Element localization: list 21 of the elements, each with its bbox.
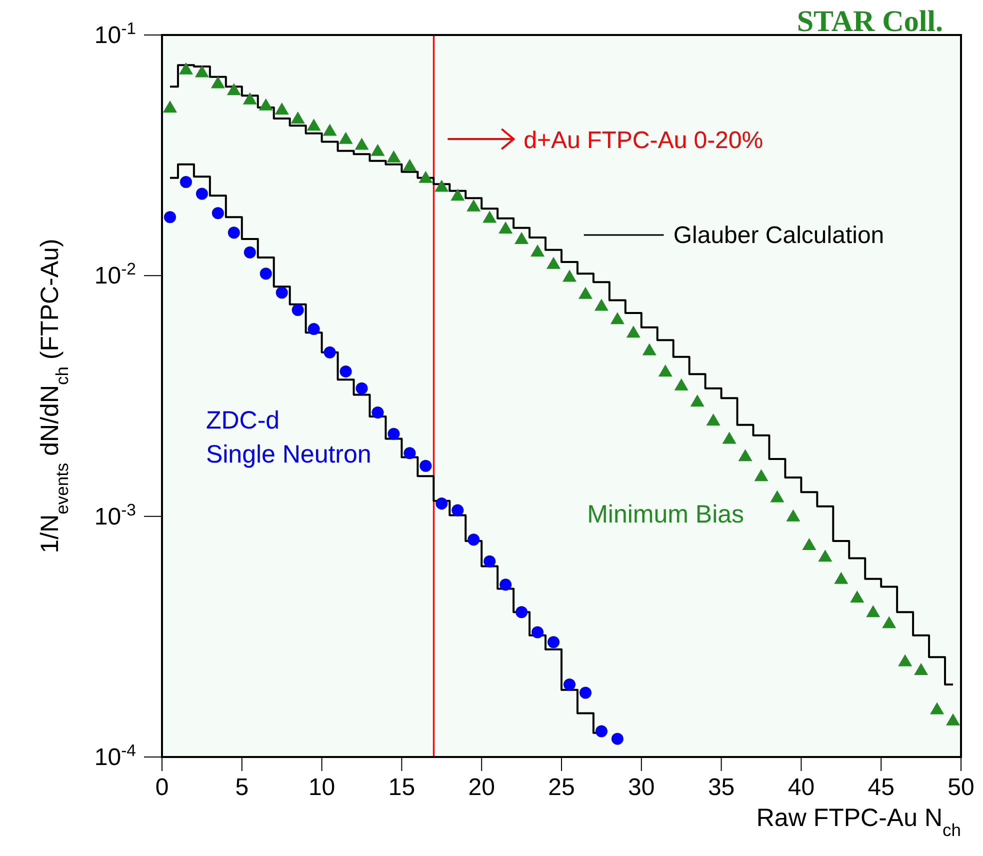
ref-line-label: d+Au FTPC-Au 0-20% bbox=[524, 127, 764, 154]
y-tick-label: 10$^{-3}$ bbox=[94, 500, 136, 530]
x-tick-label: 40 bbox=[788, 774, 815, 801]
x-tick-label: 45 bbox=[868, 774, 894, 801]
chart-title: STAR Coll. bbox=[796, 5, 943, 38]
annotation: Glauber Calculation bbox=[673, 222, 884, 249]
series-label: ZDC-d Single Neutron bbox=[206, 406, 372, 468]
x-tick-label: 50 bbox=[948, 774, 974, 801]
y-tick-label: 10$^{-4}$ bbox=[94, 740, 136, 771]
y-tick-label: 10$^{-2}$ bbox=[94, 259, 136, 290]
x-tick-label: 20 bbox=[468, 774, 495, 801]
x-tick-label: 0 bbox=[155, 774, 169, 801]
x-tick-label: 10 bbox=[308, 774, 336, 801]
x-tick-label: 5 bbox=[235, 774, 249, 801]
x-tick-label: 25 bbox=[548, 774, 575, 801]
y-tick-label: 10$^{-1}$ bbox=[94, 18, 136, 49]
x-tick-label: 35 bbox=[708, 774, 735, 801]
series-label: Minimum Bias bbox=[587, 500, 744, 528]
x-axis-title: Raw FTPC-Au N$_{ch}$ bbox=[756, 804, 961, 840]
x-tick-label: 30 bbox=[628, 774, 655, 801]
x-tick-label: 15 bbox=[388, 774, 416, 801]
